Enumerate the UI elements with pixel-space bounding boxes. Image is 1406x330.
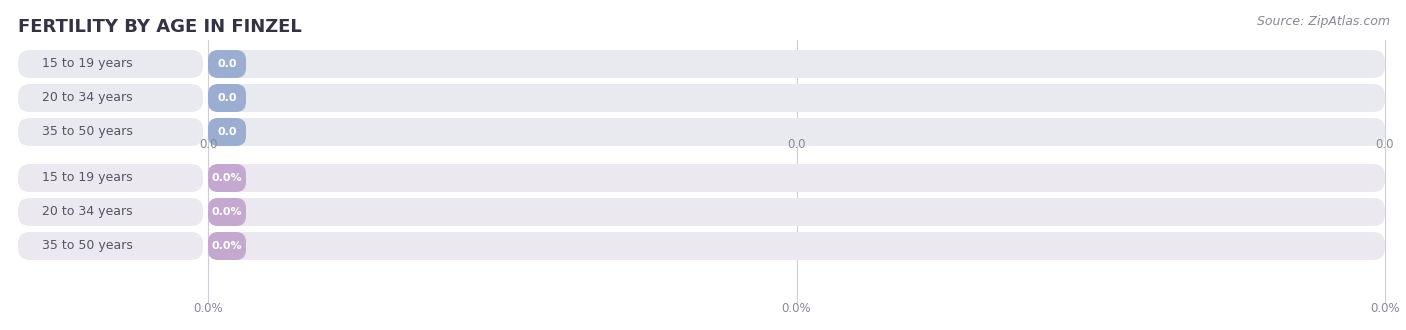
FancyBboxPatch shape bbox=[208, 198, 246, 226]
Text: 15 to 19 years: 15 to 19 years bbox=[42, 172, 132, 184]
Text: 0.0: 0.0 bbox=[218, 127, 236, 137]
Text: 0.0: 0.0 bbox=[218, 93, 236, 103]
Text: 15 to 19 years: 15 to 19 years bbox=[42, 57, 132, 71]
FancyBboxPatch shape bbox=[18, 232, 202, 260]
FancyBboxPatch shape bbox=[18, 84, 202, 112]
FancyBboxPatch shape bbox=[208, 164, 1385, 192]
Text: 0.0%: 0.0% bbox=[212, 207, 242, 217]
Text: 0.0: 0.0 bbox=[787, 138, 806, 150]
Text: 0.0%: 0.0% bbox=[782, 302, 811, 314]
Text: Source: ZipAtlas.com: Source: ZipAtlas.com bbox=[1257, 15, 1391, 28]
Text: FERTILITY BY AGE IN FINZEL: FERTILITY BY AGE IN FINZEL bbox=[18, 18, 302, 36]
FancyBboxPatch shape bbox=[18, 50, 202, 78]
FancyBboxPatch shape bbox=[208, 84, 1385, 112]
Text: 35 to 50 years: 35 to 50 years bbox=[42, 125, 134, 139]
FancyBboxPatch shape bbox=[208, 118, 246, 146]
Text: 0.0: 0.0 bbox=[198, 138, 218, 150]
FancyBboxPatch shape bbox=[208, 50, 1385, 78]
Text: 0.0%: 0.0% bbox=[193, 302, 222, 314]
FancyBboxPatch shape bbox=[208, 50, 246, 78]
FancyBboxPatch shape bbox=[18, 198, 202, 226]
FancyBboxPatch shape bbox=[208, 232, 1385, 260]
FancyBboxPatch shape bbox=[208, 118, 1385, 146]
FancyBboxPatch shape bbox=[208, 198, 1385, 226]
Text: 0.0%: 0.0% bbox=[212, 241, 242, 251]
Text: 0.0%: 0.0% bbox=[212, 173, 242, 183]
Text: 0.0%: 0.0% bbox=[1371, 302, 1400, 314]
Text: 35 to 50 years: 35 to 50 years bbox=[42, 240, 134, 252]
FancyBboxPatch shape bbox=[208, 164, 246, 192]
Text: 0.0: 0.0 bbox=[1375, 138, 1395, 150]
Text: 20 to 34 years: 20 to 34 years bbox=[42, 206, 132, 218]
FancyBboxPatch shape bbox=[18, 164, 202, 192]
Text: 0.0: 0.0 bbox=[218, 59, 236, 69]
Text: 20 to 34 years: 20 to 34 years bbox=[42, 91, 132, 105]
FancyBboxPatch shape bbox=[18, 118, 202, 146]
FancyBboxPatch shape bbox=[208, 232, 246, 260]
FancyBboxPatch shape bbox=[208, 84, 246, 112]
